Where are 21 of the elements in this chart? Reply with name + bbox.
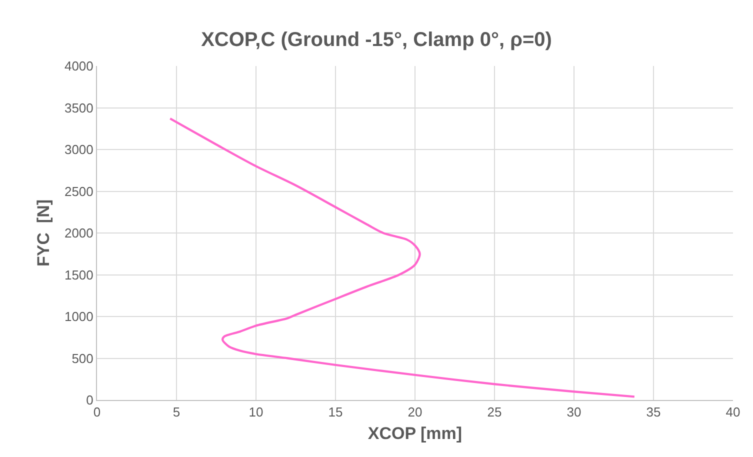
x-tick-label: 10 (248, 404, 264, 420)
y-tick-label: 1500 (64, 267, 94, 282)
y-tick-label: 2500 (64, 184, 94, 199)
y-tick-label: 0 (86, 392, 94, 408)
chart-title: XCOP,C (Ground -15°, Clamp 0°, ρ=0) (201, 28, 552, 51)
x-tick-label: 35 (646, 404, 661, 420)
y-tick-label: 500 (72, 350, 94, 366)
x-tick-label: 5 (172, 404, 180, 420)
x-tick-label: 25 (487, 404, 502, 420)
x-tick-label: 20 (408, 404, 422, 420)
y-tick-label: 4000 (64, 58, 94, 74)
y-axis-title: FYC [N] (34, 199, 54, 267)
y-tick-label: 2000 (64, 226, 94, 241)
x-tick-label: 15 (328, 404, 343, 420)
x-axis-title: XCOP [mm] (368, 424, 462, 443)
y-tick-label: 3500 (64, 100, 94, 116)
x-tick-label: 30 (566, 404, 582, 420)
line-series (169, 118, 636, 398)
y-tick-label: 1000 (64, 309, 94, 324)
y-tick-label: 3000 (64, 142, 94, 158)
x-tick-label: 40 (726, 404, 740, 420)
